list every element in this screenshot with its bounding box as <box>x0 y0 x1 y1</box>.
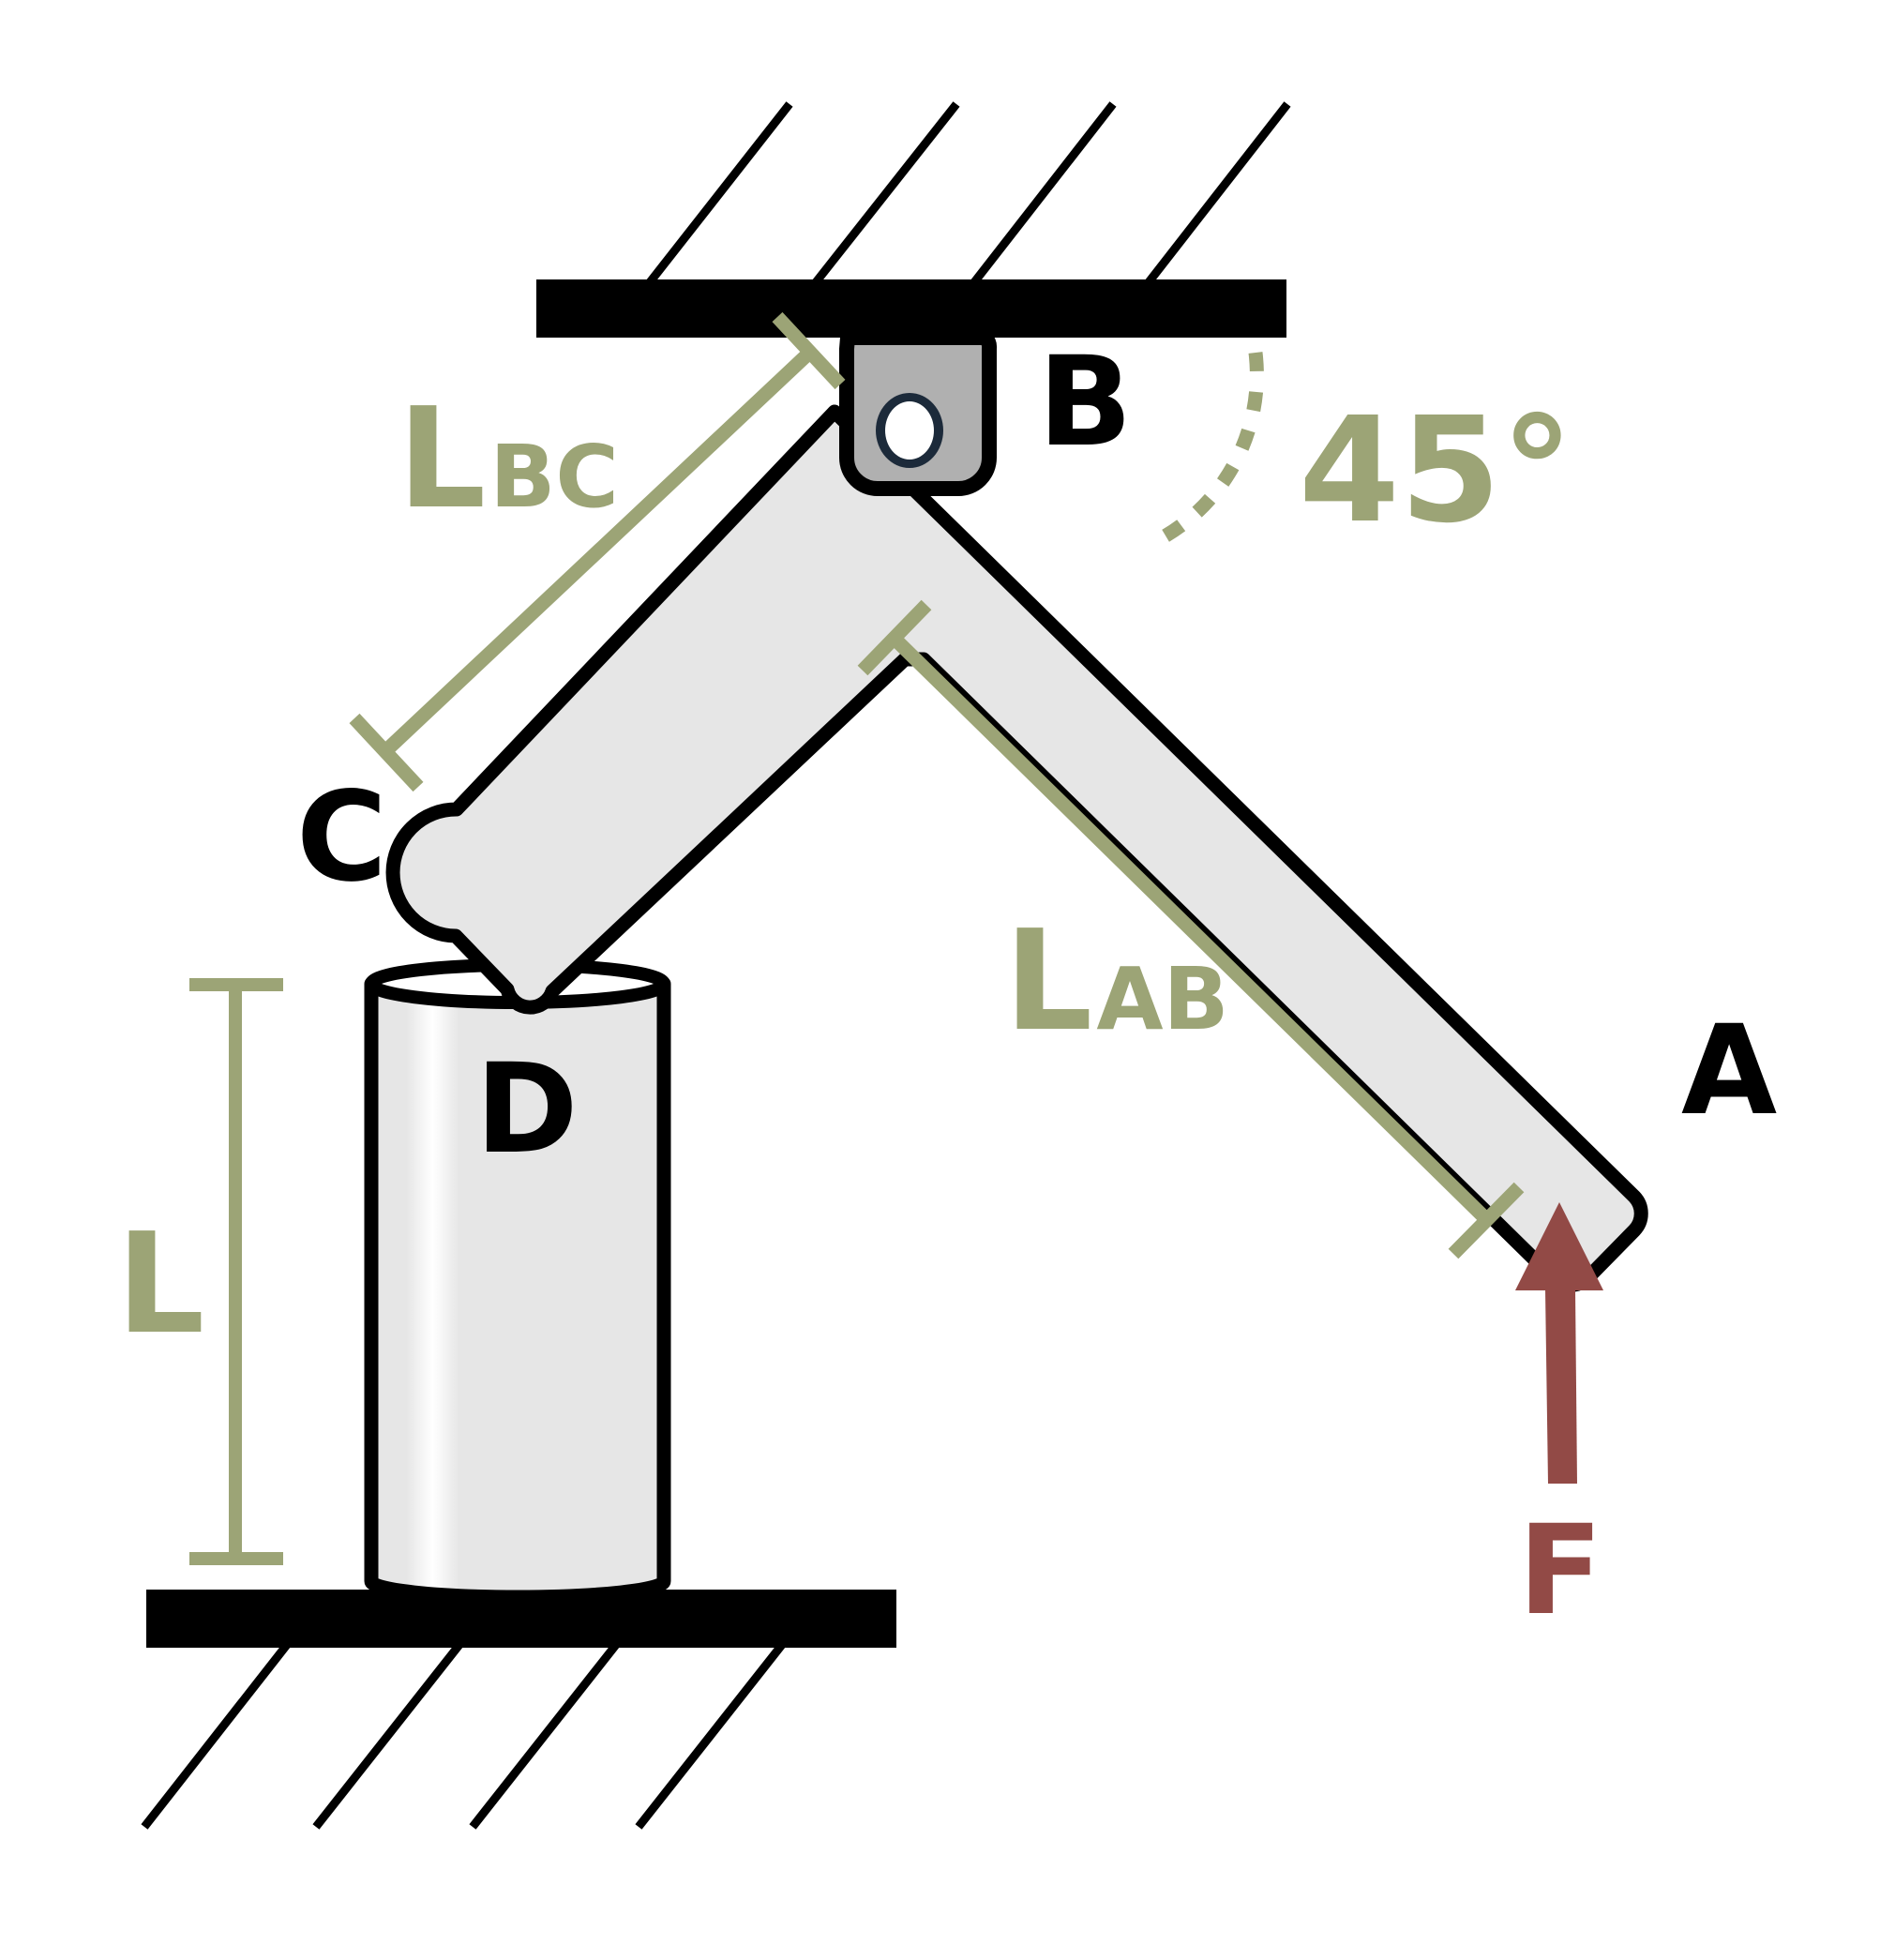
top-ground-support <box>536 101 1291 338</box>
bottom-ground-hatching <box>141 1638 789 1830</box>
cylinder-body <box>364 976 671 1605</box>
bent-lever <box>385 404 1648 1292</box>
label-length-ab-subscript: AB <box>1096 949 1228 1049</box>
dimension-lbc-tick-c <box>349 713 424 792</box>
label-length-bc-subscript: BC <box>489 427 619 527</box>
dimension-lab-tick-bottom <box>1448 1182 1525 1259</box>
pin-support-b <box>839 330 998 496</box>
dimension-lab-tick-top <box>857 599 932 676</box>
label-length-ab-main: L <box>1004 900 1092 1062</box>
dimension-lbc-tick-b <box>772 311 846 390</box>
label-angle: 45° <box>1299 385 1573 555</box>
top-ground-bar <box>536 279 1286 338</box>
angle-arc <box>1149 352 1264 550</box>
dimension-lab <box>857 599 1525 1259</box>
label-length-bc: LBC <box>398 378 619 539</box>
pin-hole <box>885 401 934 460</box>
cylinder-d <box>364 958 671 1605</box>
label-point-c: C <box>296 765 387 910</box>
bottom-ground-support <box>141 1590 896 1830</box>
force-arrow-head <box>1515 1202 1603 1290</box>
dimension-l <box>189 978 283 1565</box>
dimension-lbc-line <box>379 351 811 758</box>
label-force: F <box>1518 1499 1602 1643</box>
force-arrow-shaft <box>1545 1289 1577 1484</box>
label-point-d: D <box>475 1037 579 1182</box>
dimension-lbc <box>349 311 846 792</box>
label-length-bc-main: L <box>398 378 486 539</box>
dimension-lab-line <box>888 632 1492 1225</box>
top-ground-hatching <box>639 101 1291 294</box>
label-length-l: L <box>116 1203 204 1364</box>
label-point-a: A <box>1681 999 1777 1143</box>
force-arrow <box>1515 1202 1603 1484</box>
label-point-b: B <box>1038 330 1133 475</box>
label-length-ab: LAB <box>1004 900 1229 1062</box>
